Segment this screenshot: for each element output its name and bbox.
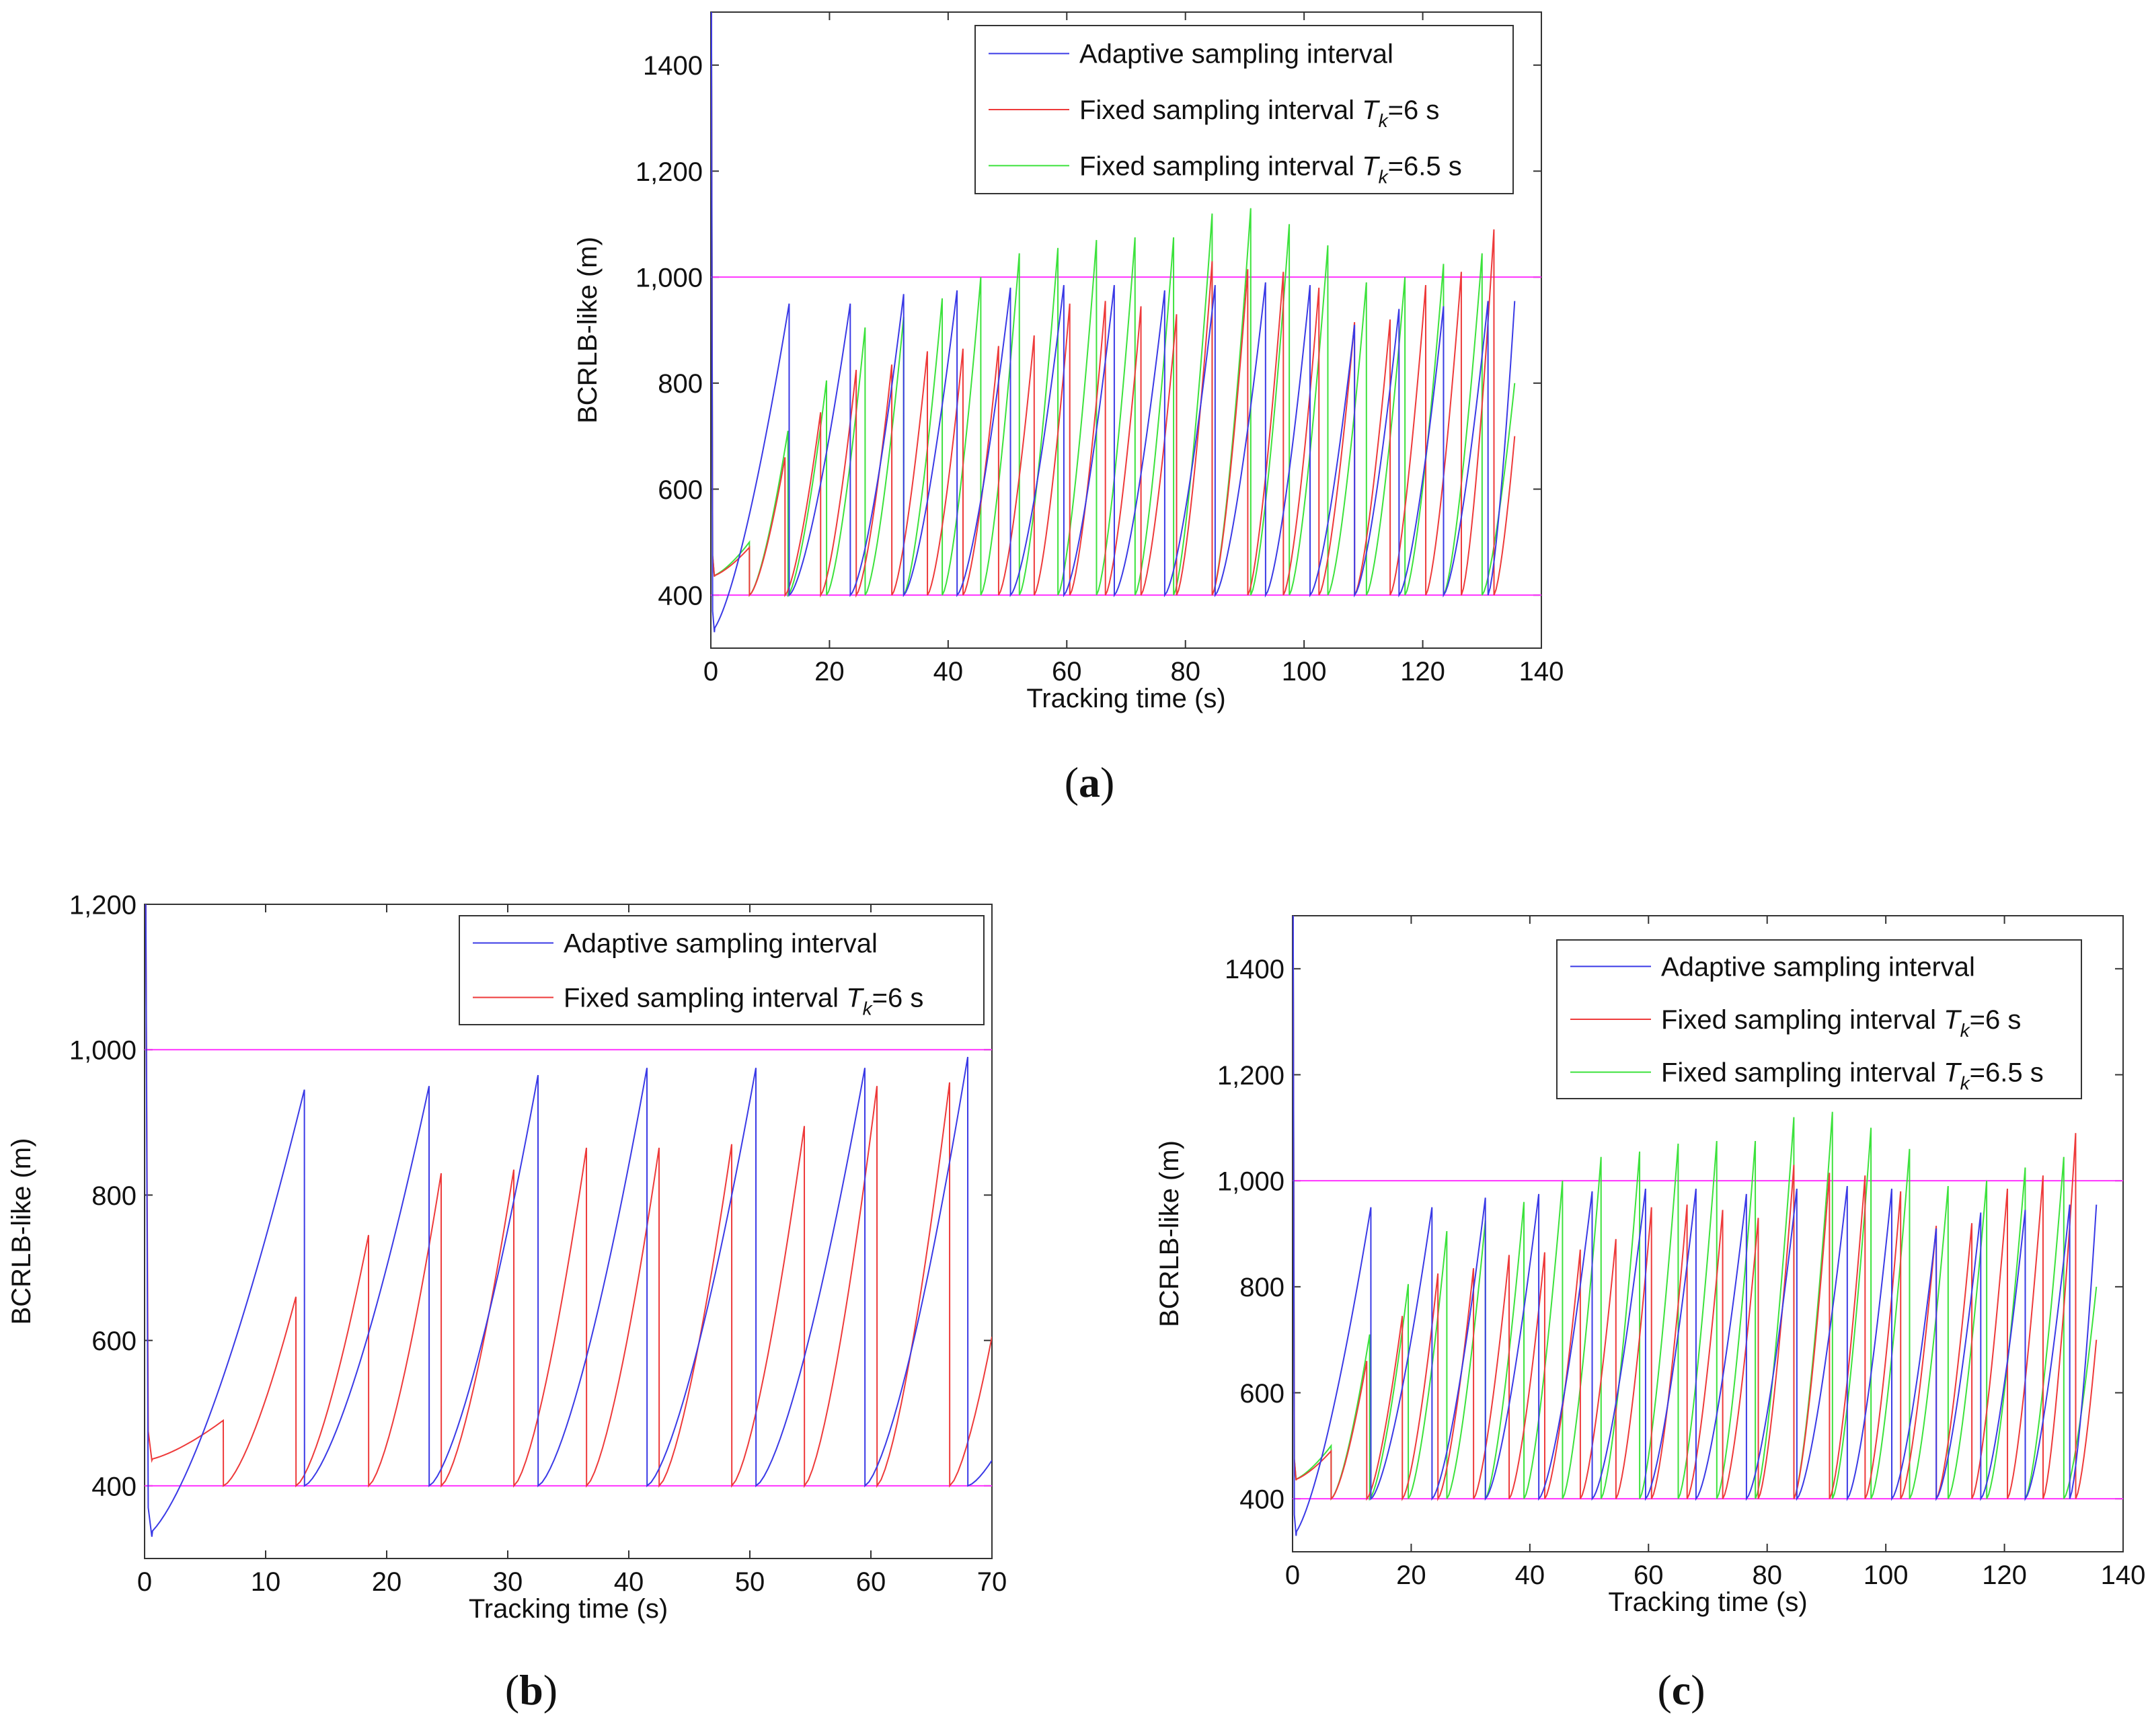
y-tick-label: 400 — [1239, 1485, 1284, 1515]
y-tick-label: 1,200 — [69, 890, 137, 920]
y-tick-label: 600 — [91, 1327, 137, 1356]
x-tick-label: 50 — [735, 1567, 765, 1597]
x-tick-label: 40 — [933, 657, 964, 686]
x-axis-label: Tracking time (s) — [1026, 684, 1225, 713]
x-tick-label: 20 — [814, 657, 845, 686]
series-line-fixed-sampling-interval-t-k-6-5-s — [1293, 916, 2098, 1501]
x-tick-label: 80 — [1170, 657, 1200, 686]
x-tick-label: 40 — [614, 1567, 644, 1597]
x-tick-label: 20 — [372, 1567, 402, 1597]
legend-label: Fixed sampling interval Tk=6 s — [564, 984, 923, 1019]
legend-label: Adaptive sampling interval — [1079, 40, 1393, 69]
x-tick-label: 140 — [1519, 657, 1564, 686]
chart-panel-a: 0 20 40 60 80 100 120 140 400 600 800 1,000 1,200 140… — [573, 11, 1564, 806]
x-tick-label: 0 — [703, 657, 718, 686]
legend: Adaptive sampling interval Fixed sampling… — [1556, 939, 2082, 1099]
series-line-fixed-sampling-interval-t-k-6-5-s — [711, 12, 1516, 598]
axes-frame — [144, 904, 993, 1559]
x-tick-label: 0 — [137, 1567, 152, 1597]
x-tick-label: 70 — [977, 1567, 1007, 1597]
legend-label: Fixed sampling interval Tk=6 s — [1661, 1005, 2021, 1041]
y-axis-label: BCRLB-like (m) — [7, 1138, 36, 1325]
x-tick-label: 120 — [1982, 1561, 2027, 1590]
y-tick-label: 1,000 — [69, 1036, 137, 1066]
series-line-adaptive-sampling-interval — [145, 904, 992, 1537]
plot-area — [711, 12, 1541, 633]
legend-label: Fixed sampling interval Tk=6.5 s — [1661, 1058, 2044, 1094]
chart-panel-c: 0 20 40 60 80 100 120 140 400 600 800 1,000 1,200 140… — [1155, 915, 2146, 1714]
axes-frame — [710, 11, 1542, 649]
series-line-fixed-sampling-interval-t-k-6-s — [1293, 916, 2098, 1501]
legend: Adaptive sampling interval Fixed sampling… — [974, 25, 1514, 194]
x-tick-label: 80 — [1752, 1561, 1782, 1590]
panel-caption: (b) — [505, 1666, 558, 1714]
chart-panel-b: 0 10 20 30 40 50 60 70 400 600 800 1,000 1,200 Tracki… — [7, 890, 1007, 1714]
x-tick-label: 100 — [1864, 1561, 1909, 1590]
legend: Adaptive sampling interval Fixed sampling… — [459, 915, 985, 1025]
x-tick-label: 100 — [1282, 657, 1327, 686]
series-line-adaptive-sampling-interval — [711, 12, 1516, 633]
y-tick-label: 1,000 — [1217, 1167, 1284, 1197]
y-tick-label: 1400 — [643, 51, 703, 81]
y-axis-label: BCRLB-like (m) — [573, 237, 603, 424]
legend-label: Adaptive sampling interval — [564, 929, 878, 959]
x-tick-label: 60 — [1634, 1561, 1664, 1590]
x-tick-label: 20 — [1396, 1561, 1426, 1590]
y-tick-label: 1,200 — [636, 157, 703, 187]
y-tick-label: 800 — [1239, 1273, 1284, 1302]
x-axis-label: Tracking time (s) — [469, 1594, 668, 1624]
x-tick-label: 40 — [1515, 1561, 1545, 1590]
legend-label: Adaptive sampling interval — [1661, 952, 1975, 982]
panel-caption: (c) — [1657, 1666, 1705, 1714]
y-tick-label: 1400 — [1225, 955, 1284, 984]
x-tick-label: 10 — [251, 1567, 281, 1597]
series-line-adaptive-sampling-interval — [1293, 916, 2098, 1536]
legend-box — [459, 915, 985, 1025]
legend-label: Fixed sampling interval Tk=6 s — [1079, 95, 1439, 131]
y-tick-label: 800 — [658, 369, 703, 399]
x-tick-label: 120 — [1400, 657, 1445, 686]
x-axis-label: Tracking time (s) — [1608, 1587, 1807, 1617]
y-tick-label: 600 — [658, 475, 703, 505]
x-tick-label: 30 — [493, 1567, 523, 1597]
y-tick-label: 1,200 — [1217, 1061, 1284, 1091]
plot-area — [145, 904, 992, 1537]
y-axis-label: BCRLB-like (m) — [1155, 1140, 1184, 1327]
axes-frame — [1292, 915, 2124, 1552]
x-tick-label: 140 — [2101, 1561, 2146, 1590]
y-tick-label: 1,000 — [636, 264, 703, 293]
x-tick-label: 60 — [856, 1567, 886, 1597]
x-tick-label: 0 — [1285, 1561, 1300, 1590]
series-line-fixed-sampling-interval-t-k-6-s — [145, 904, 992, 1489]
series-line-fixed-sampling-interval-t-k-6-s — [711, 12, 1516, 598]
y-tick-label: 400 — [658, 582, 703, 611]
y-tick-label: 400 — [91, 1472, 137, 1501]
y-tick-label: 800 — [91, 1181, 137, 1211]
legend-label: Fixed sampling interval Tk=6.5 s — [1079, 151, 1462, 187]
y-tick-label: 600 — [1239, 1379, 1284, 1409]
plot-area — [1293, 916, 2123, 1536]
panel-caption: (a) — [1065, 758, 1115, 806]
x-tick-label: 60 — [1052, 657, 1082, 686]
